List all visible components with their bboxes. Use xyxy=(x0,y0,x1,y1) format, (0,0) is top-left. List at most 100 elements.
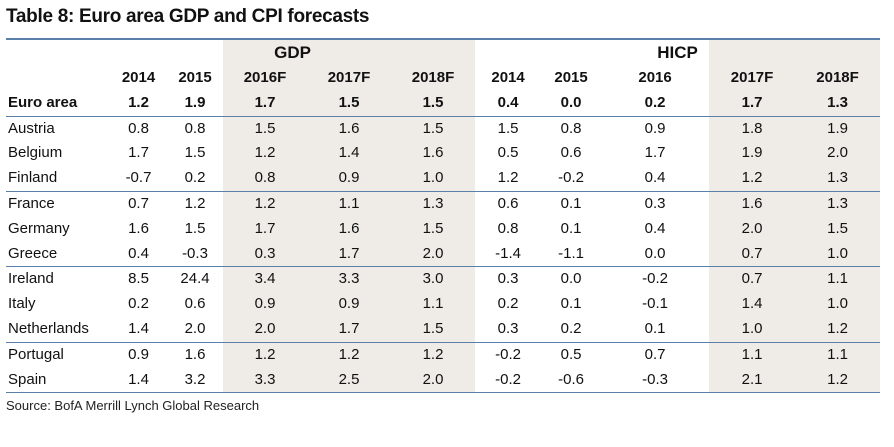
year-header-row: 2014 2015 2016F 2017F 2018F 2014 2015 20… xyxy=(6,66,880,91)
value-cell: 1.2 xyxy=(497,169,519,187)
table-row: Germany 1.6 1.5 1.7 1.6 1.5 0.8 0.1 0.4 2.0 1.5 xyxy=(6,217,880,242)
value-cell: 1.7 xyxy=(338,244,360,262)
value-cell: 0.8 xyxy=(254,169,276,187)
country-name: Greece xyxy=(8,244,58,262)
value-cell: 0.0 xyxy=(644,244,666,262)
value-cell: 3.4 xyxy=(223,266,307,293)
value-cell: 2.0 xyxy=(254,319,276,337)
value-cell: 0.4 xyxy=(128,244,149,262)
value-cell: 1.2 xyxy=(223,190,307,217)
value-cell: 1.1 xyxy=(422,295,444,313)
value-cell: 1.2 xyxy=(167,190,223,217)
value-cell: 2.0 xyxy=(422,244,444,262)
value-cell: 1.3 xyxy=(795,90,881,117)
year-header: 2015 xyxy=(554,69,588,86)
value-cell: 2.1 xyxy=(709,367,796,394)
value-cell: 1.6 xyxy=(338,219,360,237)
table-row: Greece 0.4 -0.3 0.3 1.7 2.0 -1.4 -1.1 0.0 0.7 1.0 xyxy=(6,242,880,267)
euro-area-row: Euro area 1.2 1.9 1.7 1.5 1.5 0.4 0.0 0.2 1.7 1.3 xyxy=(6,90,881,117)
value-cell: -0.2 xyxy=(601,266,710,293)
country-name: France xyxy=(6,190,110,217)
value-cell: 3.3 xyxy=(307,266,391,293)
value-cell: 0.9 xyxy=(338,169,360,187)
value-cell: -0.2 xyxy=(558,169,584,187)
year-header: 2014 xyxy=(121,69,156,86)
value-cell: 0.3 xyxy=(601,190,710,217)
value-cell: 1.0 xyxy=(741,319,763,337)
table-row: Finland -0.7 0.2 0.8 0.9 1.0 1.2 -0.2 0.4 1.2 1.3 xyxy=(6,166,880,191)
value-cell: 8.5 xyxy=(110,266,167,293)
value-cell: 0.6 xyxy=(475,190,542,217)
value-cell: 0.4 xyxy=(644,169,666,187)
value-cell: 1.4 xyxy=(338,144,360,162)
country-name: Netherlands xyxy=(8,319,89,337)
value-cell: 1.0 xyxy=(422,169,444,187)
forecast-table: GDP HICP 2014 2015 2016F 2017F 2018F 201… xyxy=(6,40,881,394)
value-cell: 0.8 xyxy=(560,119,582,137)
value-cell: 1.2 xyxy=(795,367,881,394)
year-header: 2017F xyxy=(730,69,774,86)
year-header: 2018F xyxy=(816,69,859,86)
value-cell: 3.0 xyxy=(391,266,476,293)
value-cell: 1.6 xyxy=(338,119,360,137)
country-name: Portugal xyxy=(6,341,110,368)
value-cell: 0.8 xyxy=(497,219,519,237)
value-cell: 0.7 xyxy=(709,266,796,293)
year-header: 2017F xyxy=(327,69,371,86)
year-header: 2016 xyxy=(638,69,672,86)
value-cell: 1.5 xyxy=(184,219,206,237)
year-header: 2016F xyxy=(243,69,287,86)
value-cell: 1.2 xyxy=(391,341,476,368)
value-cell: 1.5 xyxy=(391,90,476,117)
value-cell: 0.7 xyxy=(110,190,167,217)
value-cell: 1.9 xyxy=(167,90,223,117)
value-cell: 0.3 xyxy=(497,319,519,337)
year-header: 2018F xyxy=(411,69,455,86)
value-cell: 0.2 xyxy=(497,295,519,313)
value-cell: 1.3 xyxy=(827,169,848,187)
value-cell: 0.1 xyxy=(560,219,582,237)
value-cell: -0.3 xyxy=(601,367,710,394)
value-cell: -0.3 xyxy=(182,244,208,262)
value-cell: 1.7 xyxy=(709,90,796,117)
value-cell: -1.1 xyxy=(558,244,584,262)
value-cell: 1.2 xyxy=(254,144,276,162)
table-row: Ireland 8.5 24.4 3.4 3.3 3.0 0.3 0.0 -0.2 0.7 1.1 xyxy=(6,266,881,293)
value-cell: 1.0 xyxy=(827,244,848,262)
table-row: Spain 1.4 3.2 3.3 2.5 2.0 -0.2 -0.6 -0.3 2.1 1.2 xyxy=(6,367,881,394)
country-name: Euro area xyxy=(6,90,110,117)
value-cell: 1.2 xyxy=(223,341,307,368)
value-cell: -0.1 xyxy=(642,295,668,313)
country-name: Spain xyxy=(6,367,110,394)
value-cell: 0.9 xyxy=(338,295,360,313)
value-cell: 1.1 xyxy=(795,266,881,293)
value-cell: 1.9 xyxy=(827,119,848,137)
value-cell: 1.7 xyxy=(254,219,276,237)
title-rule xyxy=(6,38,880,40)
value-cell: 0.1 xyxy=(560,295,582,313)
value-cell: 1.2 xyxy=(741,169,763,187)
value-cell: 0.1 xyxy=(541,190,602,217)
country-name: Italy xyxy=(8,295,36,313)
value-cell: 2.0 xyxy=(391,367,476,394)
value-cell: -0.6 xyxy=(541,367,602,394)
value-cell: 1.1 xyxy=(709,341,796,368)
value-cell: 1.5 xyxy=(422,319,444,337)
value-cell: 0.2 xyxy=(128,295,149,313)
country-name: Ireland xyxy=(6,266,110,293)
value-cell: 0.6 xyxy=(560,144,582,162)
value-cell: 1.5 xyxy=(307,90,391,117)
value-cell: 0.9 xyxy=(110,341,167,368)
table-row: Italy 0.2 0.6 0.9 0.9 1.1 0.2 0.1 -0.1 1.4 1.0 xyxy=(6,292,880,317)
source-note: Source: BofA Merrill Lynch Global Resear… xyxy=(6,398,260,413)
value-cell: 2.0 xyxy=(741,219,763,237)
value-cell: 1.3 xyxy=(391,190,476,217)
country-name: Finland xyxy=(8,169,58,187)
value-cell: 1.7 xyxy=(338,319,360,337)
value-cell: 0.9 xyxy=(644,119,666,137)
value-cell: 0.2 xyxy=(560,319,582,337)
value-cell: 0.2 xyxy=(601,90,710,117)
value-cell: 0.1 xyxy=(644,319,666,337)
country-name: Belgium xyxy=(8,144,63,162)
value-cell: 1.0 xyxy=(827,295,848,313)
